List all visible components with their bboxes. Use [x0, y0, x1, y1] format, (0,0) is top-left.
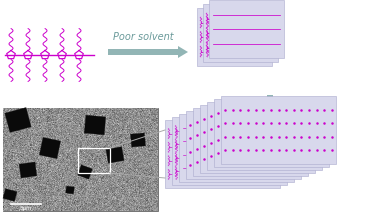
Bar [207, 102, 322, 170]
Bar [5, 108, 31, 132]
Bar [3, 189, 17, 201]
Polygon shape [108, 46, 188, 58]
Bar [200, 105, 315, 173]
Bar [197, 8, 272, 66]
Bar [78, 165, 93, 179]
Bar [84, 115, 106, 135]
Bar [203, 4, 278, 62]
Bar [106, 147, 124, 163]
Bar [186, 111, 301, 179]
Bar [131, 133, 145, 147]
Bar [3, 108, 158, 211]
Bar [78, 148, 110, 173]
Bar [172, 117, 287, 185]
Polygon shape [264, 95, 276, 113]
Bar [193, 108, 308, 176]
Bar [209, 0, 284, 58]
Bar [179, 114, 294, 182]
Bar [221, 96, 336, 164]
Text: 5μm: 5μm [20, 206, 32, 211]
Text: Evaporation: Evaporation [278, 99, 337, 109]
Bar [19, 162, 37, 178]
Bar [165, 120, 280, 188]
Bar [66, 186, 75, 194]
Text: Poor solvent: Poor solvent [113, 32, 173, 42]
Bar [214, 99, 329, 167]
Bar [39, 137, 61, 159]
